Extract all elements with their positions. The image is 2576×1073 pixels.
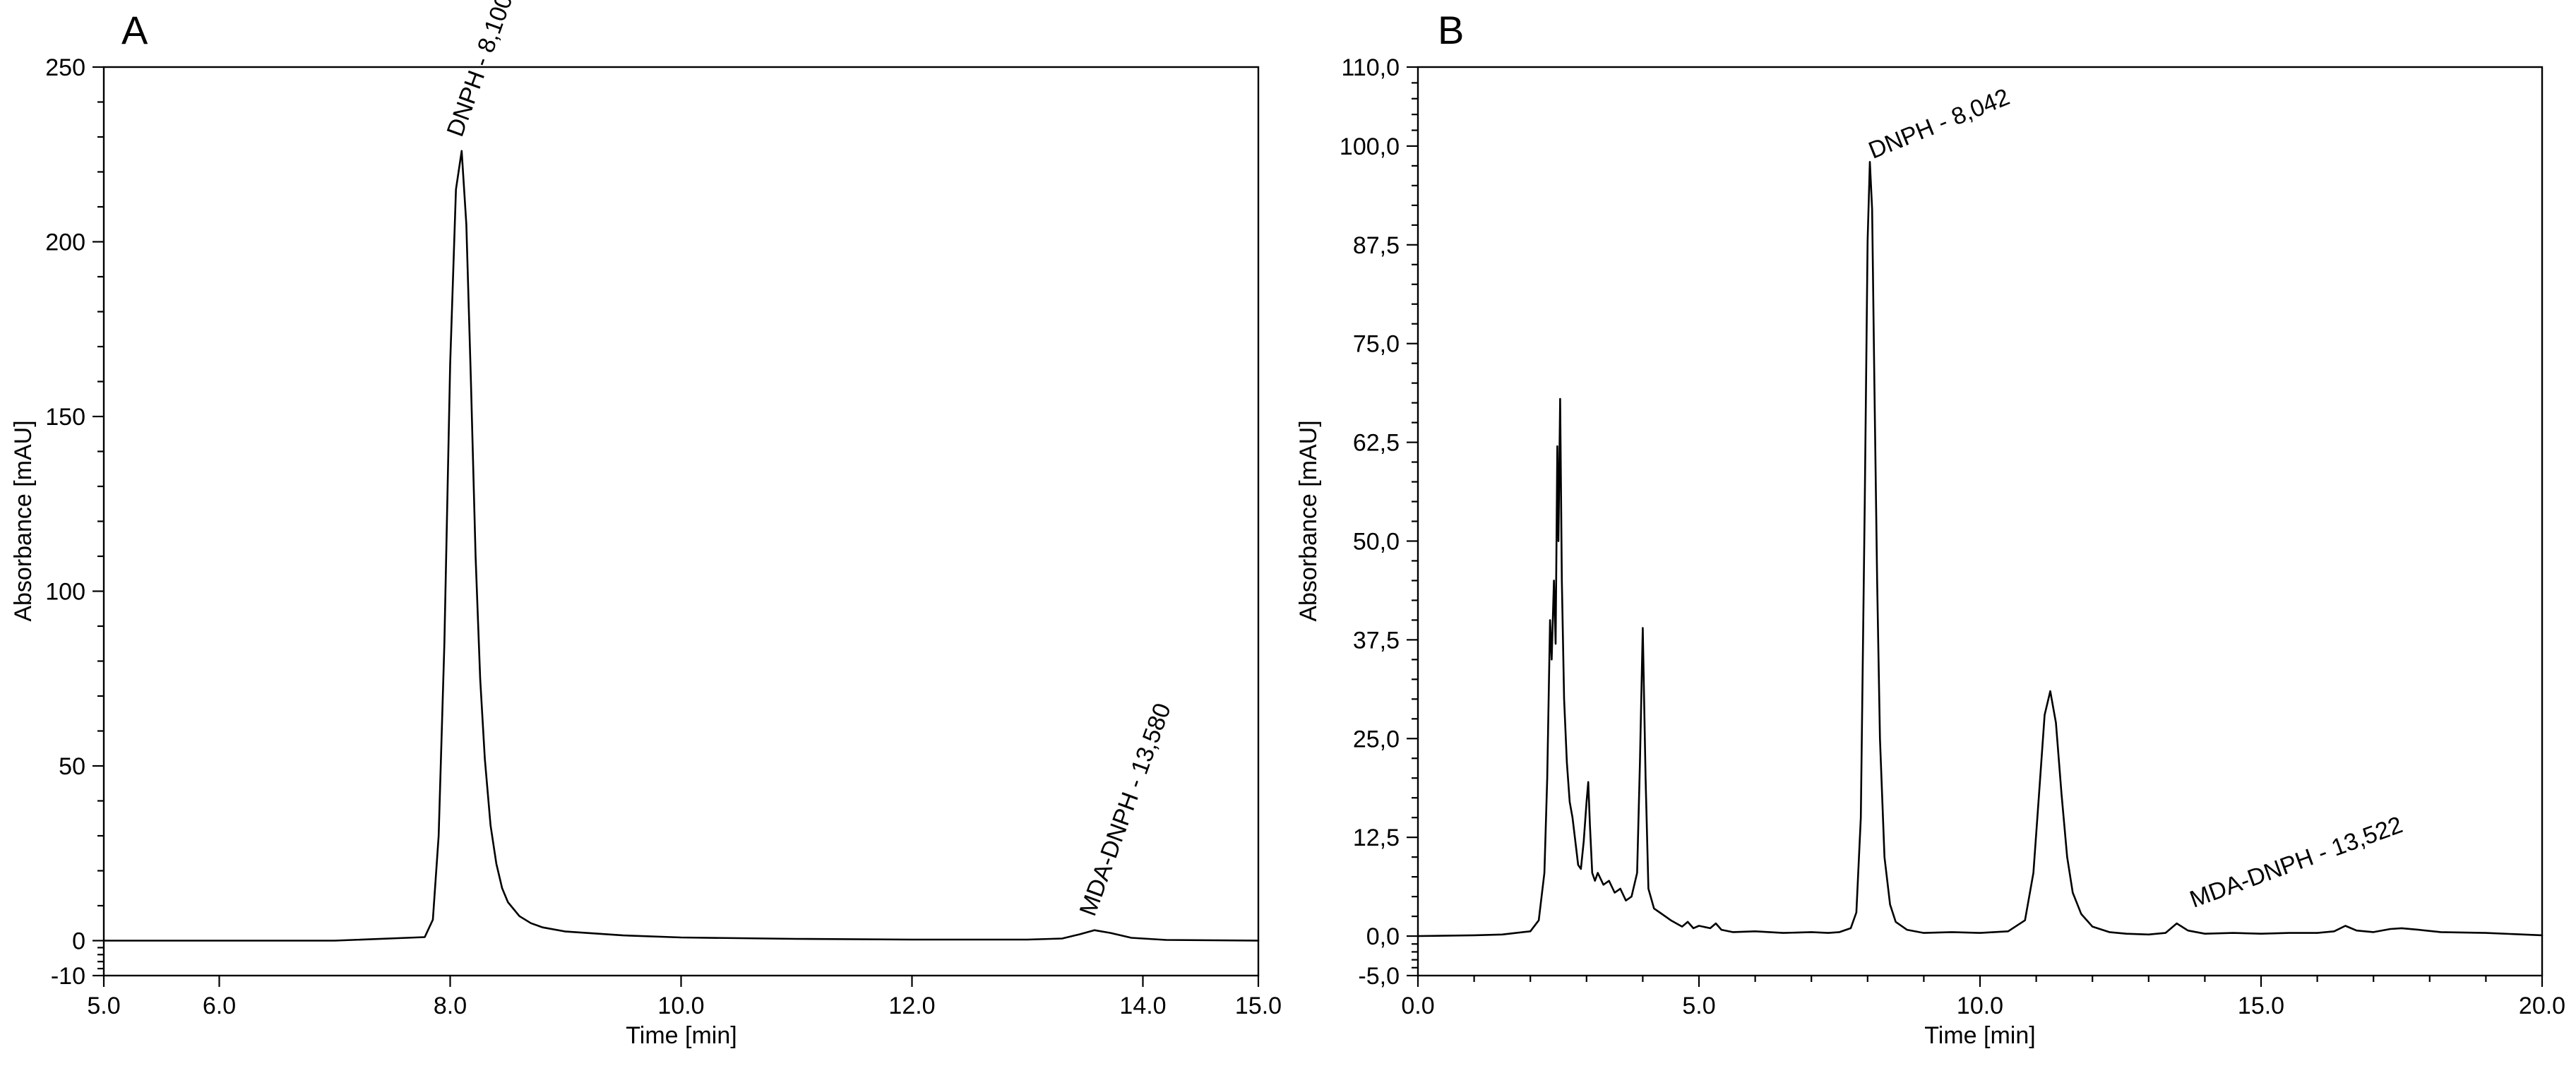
x-tick-label: 5.0 [1682,993,1715,1019]
panel-b-x-axis: 0.0 5.0 10.0 15.0 20.0 [1401,976,2565,1019]
panel-a-series-line [102,150,1260,942]
y-tick-label: -5,0 [1358,963,1400,990]
panel-b-peak-label-mda-dnph: MDA-DNPH - 13,522 [2186,811,2406,913]
x-tick-label: 14.0 [1119,993,1166,1019]
panel-b-x-axis-title: Time [min] [1924,1022,2035,1049]
panel-a-label: A [121,8,148,52]
panel-a-plot-frame [102,66,1260,977]
panel-b-peak-label-dnph: DNPH - 8,042 [1865,83,2013,164]
y-tick-label: 0 [72,928,85,955]
y-tick-label: 100,0 [1340,133,1400,160]
panel-b: B 0.0 5.0 10.0 15.0 20.0 -5,0 0,0 12,5 25,0 37,5… [1295,8,2565,1049]
panel-a-peak-label-mda-dnph: MDA-DNPH - 13,580 [1075,700,1176,919]
panel-b-y-axis-title: Absorbance [mAU] [1295,420,1322,621]
y-tick-label: 37,5 [1353,627,1400,654]
x-tick-label: 20.0 [2519,993,2565,1019]
y-tick-label: 50,0 [1353,528,1400,555]
x-tick-label: 15.0 [1235,993,1282,1019]
x-tick-label: 10.0 [657,993,704,1019]
y-tick-label: 62,5 [1353,430,1400,457]
y-tick-label: 110,0 [1341,54,1400,81]
x-tick-label: 6.0 [203,993,236,1019]
x-tick-label: 8.0 [434,993,467,1019]
panel-b-series-line [1417,161,2544,937]
y-tick-label: 75,0 [1353,331,1400,358]
y-tick-label: 200 [45,229,85,256]
x-tick-label: 15.0 [2238,993,2284,1019]
panel-a-x-axis-title: Time [min] [626,1022,737,1049]
y-tick-label: 87,5 [1353,232,1400,259]
y-tick-label: -10 [51,963,85,990]
panel-a-peak-label-dnph: DNPH - 8,100 [442,0,518,140]
y-tick-label: 50 [59,753,85,780]
y-tick-label: 12,5 [1353,825,1400,851]
panel-a-x-axis: 5.0 6.0 8.0 10.0 12.0 14.0 15.0 [87,976,1282,1019]
y-tick-label: 0,0 [1366,923,1400,950]
y-tick-label: 25,0 [1353,726,1400,753]
panel-a-y-axis-title: Absorbance [mAU] [10,420,37,621]
y-tick-label: 150 [45,404,85,431]
panel-a-y-axis: -10 0 50 100 150 200 250 [45,54,104,990]
panel-b-y-axis: -5,0 0,0 12,5 25,0 37,5 50,0 62,5 75,0 87,5 100,0… [1340,54,1418,990]
panel-a: A 5.0 6.0 8.0 10.0 12.0 14.0 15.0 -10 0 50 100 150… [10,0,1282,1049]
x-tick-label: 12.0 [888,993,935,1019]
y-tick-label: 250 [45,54,85,81]
x-tick-label: 5.0 [87,993,120,1019]
x-tick-label: 0.0 [1401,993,1434,1019]
x-tick-label: 10.0 [1957,993,2003,1019]
panel-b-label: B [1438,8,1464,52]
y-tick-label: 100 [45,579,85,606]
